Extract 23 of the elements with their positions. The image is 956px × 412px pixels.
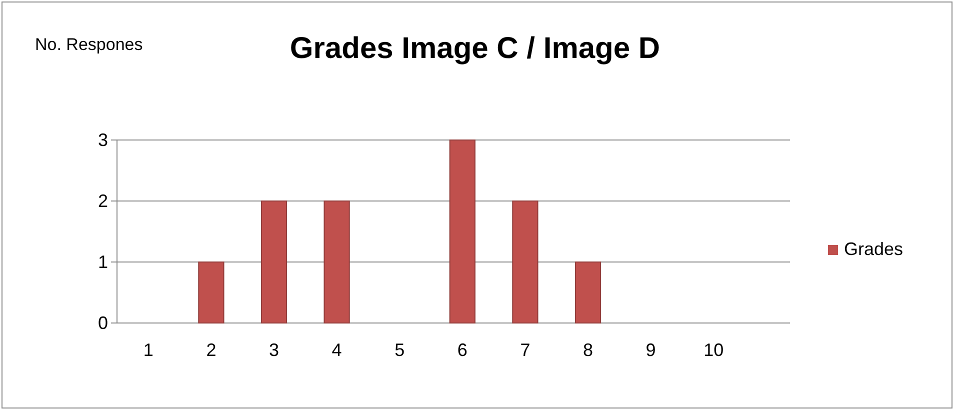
bar — [324, 200, 350, 324]
bar — [574, 262, 602, 324]
y-tick-label: 1 — [98, 252, 108, 272]
bar — [198, 262, 224, 324]
x-tick-label: 9 — [646, 340, 656, 360]
x-tick-label: 10 — [704, 340, 724, 360]
chart-title: Grades Image C / Image D — [290, 32, 660, 65]
bar — [449, 140, 476, 324]
legend-label: Grades — [844, 239, 904, 259]
y-axis-title: No. Respones — [35, 35, 143, 54]
x-tick-label: 4 — [332, 340, 342, 360]
x-tick-label: 2 — [206, 340, 216, 360]
y-tick-label: 0 — [98, 312, 108, 333]
y-tick-label: 3 — [98, 130, 108, 150]
bar — [260, 200, 288, 324]
x-tick-label: 8 — [582, 340, 594, 360]
x-tick-label: 5 — [394, 340, 405, 360]
x-tick-label: 1 — [143, 340, 154, 360]
x-tick-label: 3 — [268, 340, 280, 360]
x-tick-label: 7 — [520, 340, 530, 360]
bar — [512, 200, 538, 324]
y-tick-label: 2 — [98, 190, 108, 211]
x-tick-label: 6 — [457, 340, 468, 360]
